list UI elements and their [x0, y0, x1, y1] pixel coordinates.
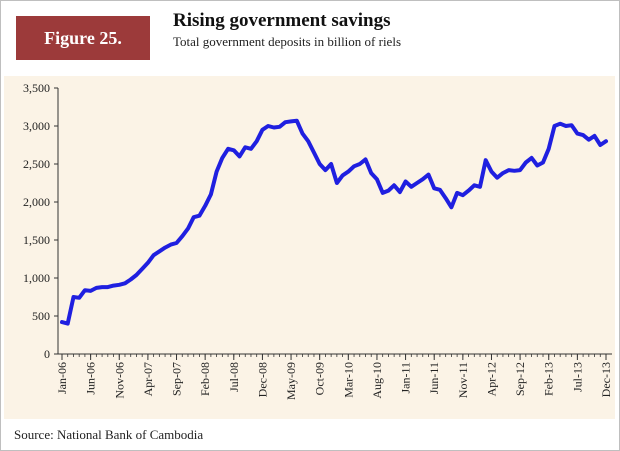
x-tick-label: Dec-13: [599, 362, 613, 397]
y-tick-label: 1,000: [23, 271, 50, 285]
x-axis-ticks: Jan-06 Jun-06 Nov-06 Apr-07 Sep-07 Feb-08 Jul-…: [55, 354, 613, 400]
x-tick-label: Jul-13: [570, 362, 584, 392]
y-axis-ticks: 0 500 1,000 1,500 2,000 2,500 3,000 3,500: [23, 81, 58, 361]
x-tick-label: Dec-08: [255, 362, 269, 397]
y-tick-label: 3,000: [23, 119, 50, 133]
x-tick-label: Jan-06: [55, 362, 69, 394]
x-tick-label: Apr-12: [484, 362, 498, 396]
y-tick-label: 2,500: [23, 157, 50, 171]
y-tick-label: 2,000: [23, 195, 50, 209]
x-tick-label: Sep-12: [513, 362, 527, 396]
x-tick-label: Jan-11: [399, 362, 413, 394]
x-tick-label: Jul-08: [227, 362, 241, 392]
y-tick-label: 1,500: [23, 233, 50, 247]
x-tick-label: Apr-07: [141, 362, 155, 396]
x-tick-label: Oct-09: [313, 362, 327, 395]
chart-background: [4, 76, 615, 419]
figure-label: Figure 25.: [44, 27, 122, 48]
x-tick-label: Jun-06: [84, 362, 98, 395]
x-tick-label: Feb-08: [198, 362, 212, 396]
x-tick-label: Jun-11: [427, 362, 441, 394]
x-tick-label: Sep-07: [170, 362, 184, 396]
chart-title: Rising government savings: [173, 10, 391, 31]
y-tick-label: 500: [32, 309, 50, 323]
source-note: Source: National Bank of Cambodia: [14, 427, 204, 442]
axes: [57, 88, 612, 355]
x-tick-label: Feb-13: [542, 362, 556, 396]
y-tick-label: 3,500: [23, 81, 50, 95]
x-tick-label: Mar-10: [341, 362, 355, 398]
x-tick-label: Nov-11: [456, 362, 470, 398]
x-tick-label: Aug-10: [370, 362, 384, 399]
x-tick-label: May-09: [284, 362, 298, 400]
y-tick-label: 0: [44, 347, 50, 361]
chart-subtitle: Total government deposits in billion of …: [173, 34, 402, 49]
figure-label-badge: Figure 25.: [16, 16, 150, 60]
x-tick-label: Nov-06: [112, 362, 126, 399]
series-line-government-deposits: [60, 118, 608, 326]
